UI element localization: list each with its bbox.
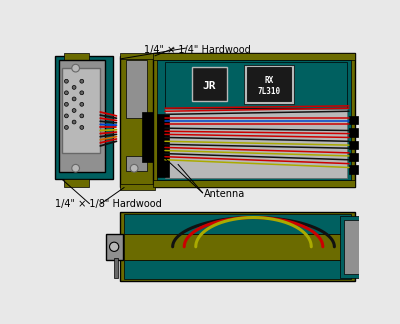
Bar bbox=[124, 260, 351, 279]
Bar bbox=[154, 180, 355, 188]
Bar bbox=[124, 234, 351, 260]
Bar bbox=[247, 67, 291, 101]
Bar bbox=[59, 61, 105, 172]
Circle shape bbox=[72, 86, 76, 89]
Text: 1/4" × 1/8" Hardwood: 1/4" × 1/8" Hardwood bbox=[55, 199, 162, 209]
Bar bbox=[64, 53, 89, 61]
Circle shape bbox=[110, 242, 119, 251]
Bar bbox=[142, 112, 154, 162]
Bar bbox=[120, 53, 155, 59]
Bar bbox=[120, 212, 355, 282]
Bar bbox=[120, 184, 155, 190]
Circle shape bbox=[64, 114, 68, 118]
Bar bbox=[106, 234, 123, 260]
Circle shape bbox=[72, 109, 76, 112]
Bar bbox=[120, 56, 155, 187]
Bar bbox=[114, 258, 118, 278]
Bar bbox=[154, 53, 355, 61]
Text: JR: JR bbox=[202, 81, 216, 91]
Bar bbox=[349, 141, 358, 149]
Bar bbox=[349, 128, 358, 137]
Circle shape bbox=[72, 120, 76, 124]
Bar bbox=[349, 153, 358, 161]
Text: 1/4" × 1/4" Hardwood: 1/4" × 1/4" Hardwood bbox=[144, 45, 251, 55]
Bar bbox=[340, 216, 359, 278]
Text: RX
7L310: RX 7L310 bbox=[257, 76, 280, 96]
Circle shape bbox=[80, 102, 84, 106]
Circle shape bbox=[80, 91, 84, 95]
Circle shape bbox=[72, 64, 80, 72]
Circle shape bbox=[64, 91, 68, 95]
Bar bbox=[154, 53, 355, 188]
Bar bbox=[165, 109, 348, 178]
Bar bbox=[344, 220, 359, 274]
Circle shape bbox=[64, 79, 68, 83]
Circle shape bbox=[80, 114, 84, 118]
Circle shape bbox=[130, 164, 138, 172]
Bar bbox=[126, 156, 147, 171]
Bar bbox=[157, 114, 169, 178]
Bar bbox=[64, 179, 89, 187]
Circle shape bbox=[72, 97, 76, 101]
Bar bbox=[124, 214, 351, 234]
Circle shape bbox=[64, 125, 68, 129]
Bar bbox=[62, 68, 100, 153]
Circle shape bbox=[80, 79, 84, 83]
Bar bbox=[55, 56, 113, 179]
Text: Antenna: Antenna bbox=[204, 189, 245, 199]
Bar bbox=[165, 62, 348, 108]
Circle shape bbox=[72, 164, 80, 172]
Circle shape bbox=[64, 102, 68, 106]
Bar bbox=[126, 61, 147, 118]
Bar bbox=[349, 116, 358, 124]
Bar bbox=[157, 61, 351, 180]
Circle shape bbox=[80, 125, 84, 129]
Bar bbox=[192, 67, 226, 101]
Bar bbox=[349, 165, 358, 174]
Bar bbox=[244, 65, 294, 104]
